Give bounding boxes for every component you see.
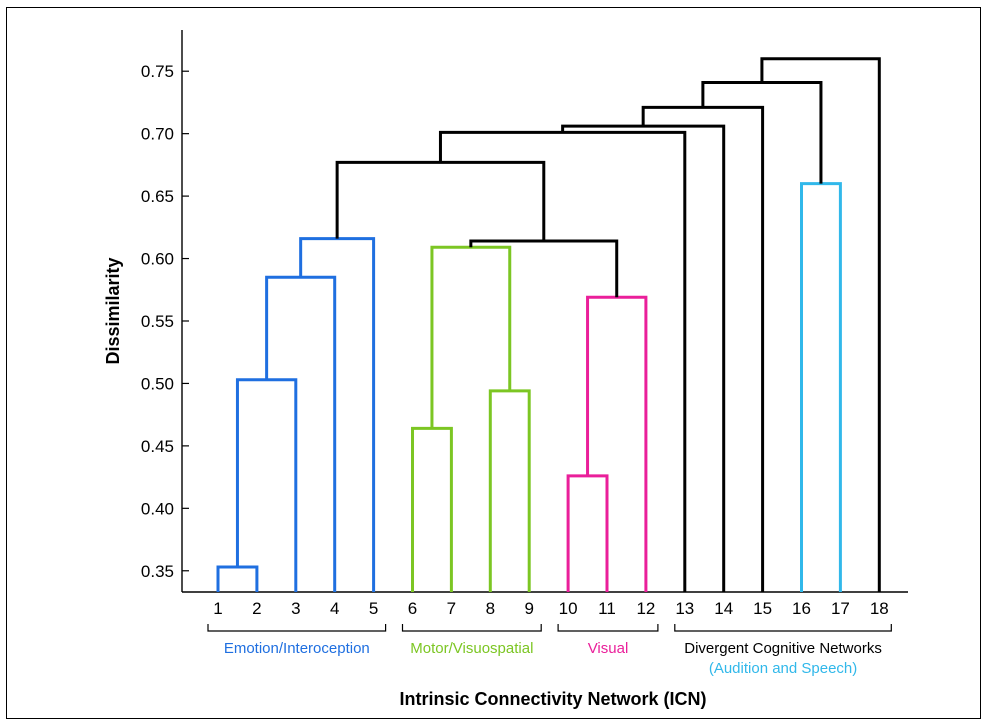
y-tick-label: 0.70 — [141, 125, 174, 144]
leaf-label: 15 — [753, 599, 772, 618]
group-bracket — [401, 624, 542, 632]
leaf-label: 14 — [714, 599, 733, 618]
dendrogram-link — [488, 389, 531, 592]
dendrogram-link — [800, 182, 842, 592]
leaf-label: 7 — [447, 599, 456, 618]
leaf-label: 11 — [598, 599, 616, 618]
leaf-label: 6 — [408, 599, 417, 618]
group-sublabel: (Audition and Speech) — [709, 660, 857, 677]
x-axis-title: Intrinsic Connectivity Network (ICN) — [399, 689, 706, 709]
y-tick-label: 0.55 — [141, 312, 174, 331]
dendrogram-link — [469, 239, 619, 298]
dendrogram-link — [760, 57, 881, 592]
leaf-label: 18 — [870, 599, 889, 618]
leaf-label: 16 — [792, 599, 811, 618]
group-label: Visual — [588, 640, 629, 657]
group-bracket — [674, 624, 892, 632]
leaf-label: 3 — [291, 599, 300, 618]
dendrogram-link — [641, 105, 765, 592]
y-tick-label: 0.45 — [141, 437, 174, 456]
group-label: Divergent Cognitive Networks — [684, 640, 882, 657]
y-tick-label: 0.35 — [141, 562, 174, 581]
leaf-label: 4 — [330, 599, 339, 618]
dendrogram-link — [299, 237, 376, 592]
y-tick-label: 0.50 — [141, 374, 174, 393]
y-tick-label: 0.40 — [141, 499, 174, 518]
leaf-label: 1 — [213, 599, 222, 618]
dendrogram-link — [411, 426, 453, 592]
leaf-label: 13 — [675, 599, 694, 618]
dendrogram-link — [235, 378, 298, 592]
y-tick-label: 0.75 — [141, 62, 174, 81]
dendrogram-link — [586, 295, 648, 592]
dendrogram-link — [438, 130, 687, 592]
figure-frame — [6, 7, 981, 719]
dendrogram-link — [430, 245, 512, 429]
y-axis-title: Dissimilarity — [103, 257, 123, 364]
group-brackets: Emotion/Interoception Motor/Visuospatial V… — [207, 624, 892, 677]
dendrogram-links — [216, 57, 881, 592]
dendrogram-link — [566, 474, 609, 592]
axes — [181, 30, 908, 593]
dendrogram-link — [265, 275, 337, 592]
group-label: Motor/Visuospatial — [410, 640, 533, 657]
leaf-label: 5 — [369, 599, 378, 618]
group-bracket — [557, 624, 659, 632]
group-bracket — [207, 624, 387, 632]
leaf-label: 2 — [252, 599, 261, 618]
dendrogram-link — [335, 160, 546, 242]
leaf-label: 8 — [486, 599, 495, 618]
leaf-label: 12 — [636, 599, 655, 618]
dendrogram-link — [216, 565, 259, 592]
y-tick-label: 0.60 — [141, 250, 174, 269]
leaf-label: 9 — [524, 599, 533, 618]
tick-labels: 0.350.400.450.500.550.600.650.700.751 2 3 4… — [141, 62, 889, 618]
y-tick-label: 0.65 — [141, 187, 174, 206]
leaf-label: 17 — [831, 599, 850, 618]
group-label: Emotion/Interoception — [224, 640, 370, 657]
leaf-label: 10 — [559, 599, 578, 618]
